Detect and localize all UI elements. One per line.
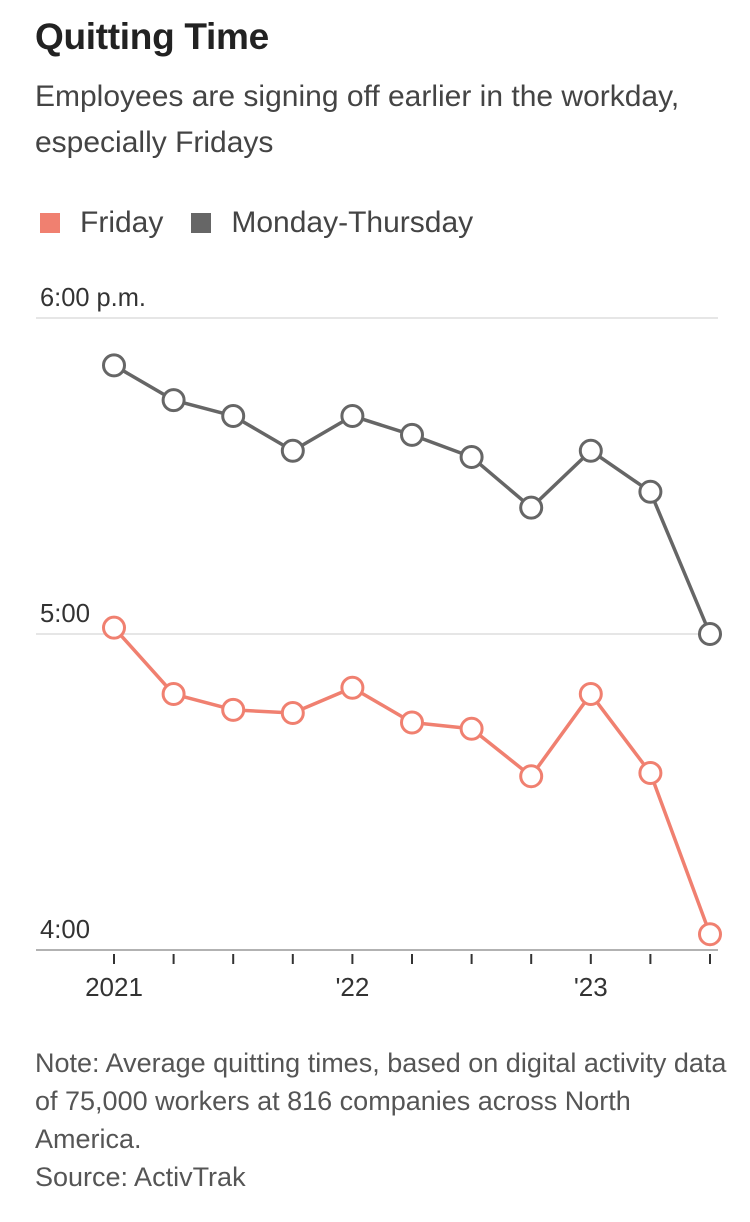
data-point-monday-thursday <box>578 438 603 463</box>
data-point-friday <box>459 716 484 741</box>
y-tick-label: 6:00 p.m. <box>40 282 146 312</box>
data-point-friday <box>638 761 663 786</box>
data-point-friday <box>161 682 186 707</box>
line-chart: 6:00 p.m. 5:00 4:00 2021 '22 '23 <box>36 282 722 1002</box>
x-tick-label: 2021 <box>85 972 143 1002</box>
data-point-friday <box>102 615 126 640</box>
y-tick-label: 5:00 <box>40 598 90 628</box>
legend-item-monday-thursday: Monday-Thursday <box>191 206 473 240</box>
legend-swatch-monday-thursday <box>191 213 212 233</box>
legend-item-friday: Friday <box>40 206 163 240</box>
x-tick-label: '23 <box>574 972 608 1002</box>
legend-label-friday: Friday <box>80 206 164 239</box>
chart-title: Quitting Time <box>35 16 269 57</box>
data-point-monday-thursday <box>221 403 246 428</box>
chart-note: Note: Average quitting times, based on d… <box>35 1048 727 1154</box>
chart-source: Source: ActivTrak <box>35 1162 246 1192</box>
series-line-friday <box>112 626 712 935</box>
legend-label-monday-thursday: Monday-Thursday <box>231 206 474 239</box>
data-point-monday-thursday <box>519 495 544 520</box>
data-point-friday <box>578 682 603 707</box>
legend-swatch-friday <box>40 213 60 233</box>
data-point-monday-thursday <box>400 422 424 447</box>
data-point-monday-thursday <box>102 353 126 378</box>
data-point-friday <box>519 764 544 789</box>
y-tick-label: 4:00 <box>40 914 90 944</box>
data-point-monday-thursday <box>280 438 305 463</box>
data-point-friday <box>340 675 365 700</box>
data-point-monday-thursday <box>340 403 365 428</box>
data-point-monday-thursday <box>638 479 663 504</box>
data-point-monday-thursday <box>459 445 484 470</box>
series-line-monday-thursday <box>113 363 712 635</box>
data-point-monday-thursday <box>698 622 722 646</box>
data-point-monday-thursday <box>161 388 186 413</box>
legend: Friday Monday-Thursday <box>40 200 501 246</box>
x-tick-label: '22 <box>335 972 369 1002</box>
data-point-friday <box>221 697 246 722</box>
data-point-friday <box>280 701 305 725</box>
data-point-friday <box>698 922 722 947</box>
chart-subtitle: Employees are signing off earlier in the… <box>35 80 680 159</box>
chart-footnote: Note: Average quitting times, based on d… <box>35 1044 735 1196</box>
data-point-friday <box>400 710 424 735</box>
